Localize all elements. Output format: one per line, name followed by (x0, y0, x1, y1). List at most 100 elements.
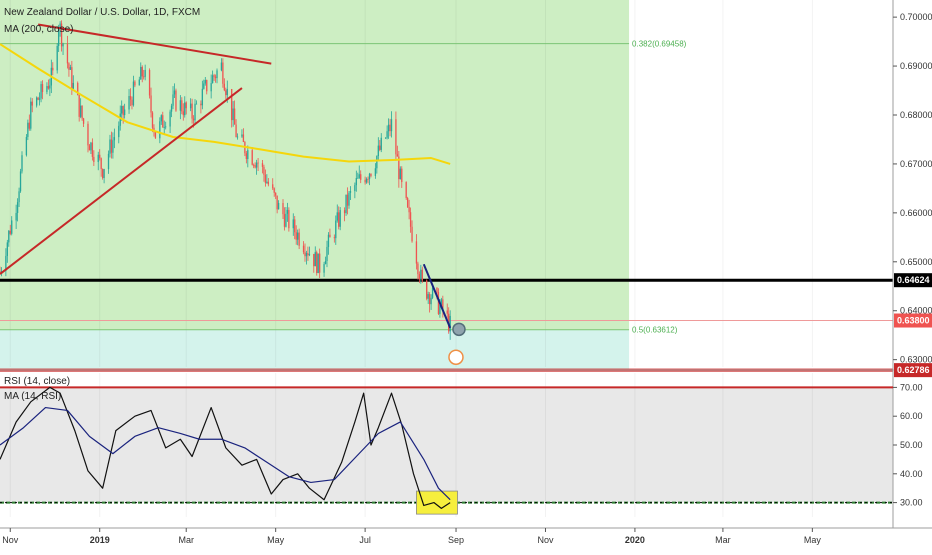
candle-body (266, 181, 268, 183)
candle-body (317, 253, 319, 274)
time-label: Sep (448, 535, 464, 545)
candle-body (81, 105, 83, 119)
candle-body (15, 212, 17, 221)
flag-marker-icon (448, 349, 464, 365)
candle-body (71, 67, 73, 89)
candle-body (66, 43, 69, 64)
candle-body (99, 154, 101, 159)
candle-body (72, 82, 74, 89)
candle-body (27, 122, 29, 137)
candle-body (82, 118, 85, 124)
candle-body (437, 291, 440, 314)
candle-body (308, 253, 311, 256)
rsi-band (0, 387, 893, 503)
candle-body (339, 210, 341, 227)
candle-body (338, 212, 340, 227)
rsi-ma-legend: MA (14, RSI) (4, 391, 62, 402)
price-tick-label: 0.66000 (900, 208, 932, 218)
candle-body (367, 178, 369, 180)
time-label: Mar (178, 535, 194, 545)
candle-body (128, 96, 130, 110)
candle-body (213, 75, 215, 77)
candle-body (365, 178, 368, 183)
price-tick-label: 0.65000 (900, 257, 932, 267)
candle-body (172, 94, 174, 106)
price-badge-label: 0.64624 (897, 275, 930, 285)
rsi-tick-label: 30.00 (900, 498, 923, 508)
candle-body (90, 142, 92, 151)
candle-body (379, 145, 381, 150)
candle-body (232, 108, 234, 121)
candle-body (88, 145, 91, 151)
candle-body (428, 294, 431, 305)
candle-body (46, 86, 48, 92)
candle-body (436, 287, 438, 292)
price-tick-label: 0.70000 (900, 12, 932, 22)
candle-body (170, 105, 173, 112)
candle-body (409, 212, 412, 227)
candle-body (360, 174, 362, 180)
candle-body (374, 168, 377, 176)
candle-body (68, 63, 70, 70)
candle-body (389, 124, 391, 132)
candle-body (119, 113, 121, 126)
trendline-2 (37, 23, 272, 65)
candle-body (195, 103, 198, 105)
candle-body (251, 150, 253, 165)
candle-body (364, 179, 366, 183)
price-tick-label: 0.63000 (900, 355, 932, 365)
candle-body (294, 219, 296, 233)
candle-body (307, 252, 309, 256)
candle-body (123, 109, 126, 116)
price-tick-label: 0.68000 (900, 110, 932, 120)
candle-body (93, 156, 95, 163)
fib-zone-lower (0, 329, 630, 371)
candle-body (151, 112, 154, 128)
candle-body (273, 188, 275, 193)
fib-label: 0.382(0.69458) (632, 40, 687, 49)
rsi-ma-line (0, 406, 451, 501)
candle-body (295, 232, 297, 240)
candle-body (194, 103, 196, 121)
candle-body (283, 214, 286, 227)
candle-body (41, 84, 44, 92)
candle-body (220, 62, 223, 71)
candle-body (420, 269, 422, 280)
candle-body (97, 154, 99, 163)
candle-body (169, 111, 171, 127)
candle-body (415, 241, 418, 264)
candle-body (112, 140, 114, 153)
candle-body (406, 198, 409, 207)
ma200-line (0, 43, 451, 165)
candle-body (426, 280, 428, 299)
time-label: May (267, 535, 285, 545)
candle-body (30, 101, 32, 129)
candle-body (8, 230, 10, 243)
price-tick-label: 0.69000 (900, 61, 932, 71)
candle-body (231, 88, 233, 121)
candle-body (162, 115, 164, 128)
candle-body (0, 270, 3, 272)
candle-body (79, 105, 82, 117)
candle-body (357, 177, 359, 179)
candle-body (421, 269, 423, 281)
candle-body (449, 315, 451, 332)
candle-body (346, 194, 349, 206)
candle-body (62, 43, 64, 47)
candle-body (386, 131, 388, 138)
candle-body (9, 230, 11, 234)
candle-body (113, 137, 116, 141)
candle-body (267, 181, 269, 185)
candle-body (396, 154, 399, 157)
candle-body (154, 132, 157, 139)
candle-body (144, 69, 146, 77)
candle-body (261, 163, 264, 167)
candle-body (173, 90, 176, 95)
candle-body (56, 45, 58, 71)
time-label: 2019 (90, 535, 110, 545)
candle-body (211, 75, 214, 84)
candle-body (329, 234, 331, 238)
candle-body (446, 310, 448, 314)
